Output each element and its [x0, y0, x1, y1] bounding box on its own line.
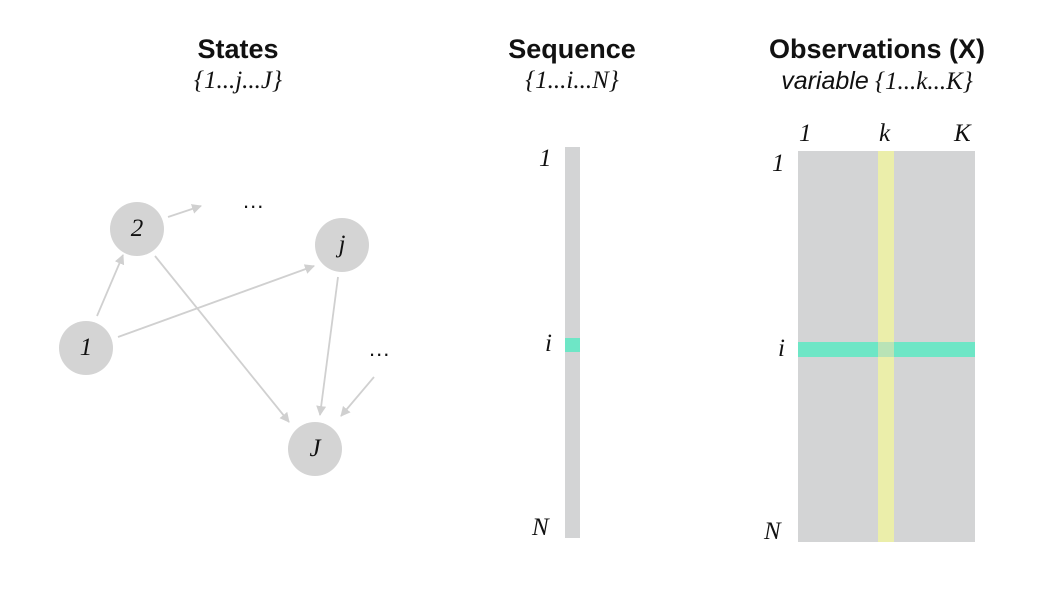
states-title: States [197, 34, 279, 64]
observations-col-label-1: 1 [799, 120, 812, 147]
observations-subtitle-prefix: variable [781, 67, 869, 95]
sequence-subtitle: {1...i...N} [525, 67, 619, 94]
state-node-J: J [288, 422, 342, 476]
edge-1-to-2 [96, 254, 125, 317]
edge-ellipsis-to-J [340, 376, 375, 417]
observations-row-label-i: i [778, 335, 785, 362]
sequence-label-i: i [545, 330, 552, 357]
observations-title: Observations (X) [768, 34, 986, 64]
observations-subtitle-range: {1...k...K} [875, 68, 973, 95]
sequence-label-N: N [532, 514, 549, 541]
edge-1-to-j [117, 264, 315, 338]
sequence-row-i-highlight [565, 338, 580, 352]
observations-col-label-k: k [879, 120, 891, 147]
state-node-1: 1 [59, 321, 113, 375]
states-ellipsis-right: ... [369, 336, 391, 361]
state-node-j: j [315, 218, 369, 272]
edge-j-to-J [316, 276, 339, 416]
sequence-title: Sequence [508, 34, 636, 64]
edge-2-to-J [154, 255, 290, 423]
observations-row-label-N: N [764, 518, 781, 545]
states-subtitle: {1...j...J} [193, 67, 283, 94]
state-node-2: 2 [110, 202, 164, 256]
observations-col-label-K: K [954, 120, 971, 147]
states-ellipsis-top: ... [243, 188, 265, 213]
edge-2-to-ellipsis [167, 204, 202, 218]
observations-row-label-1: 1 [772, 150, 785, 177]
observations-subtitle: variable {1...k...K} [746, 67, 1008, 96]
observations-cell-ik [878, 342, 894, 357]
sequence-label-1: 1 [539, 145, 552, 172]
